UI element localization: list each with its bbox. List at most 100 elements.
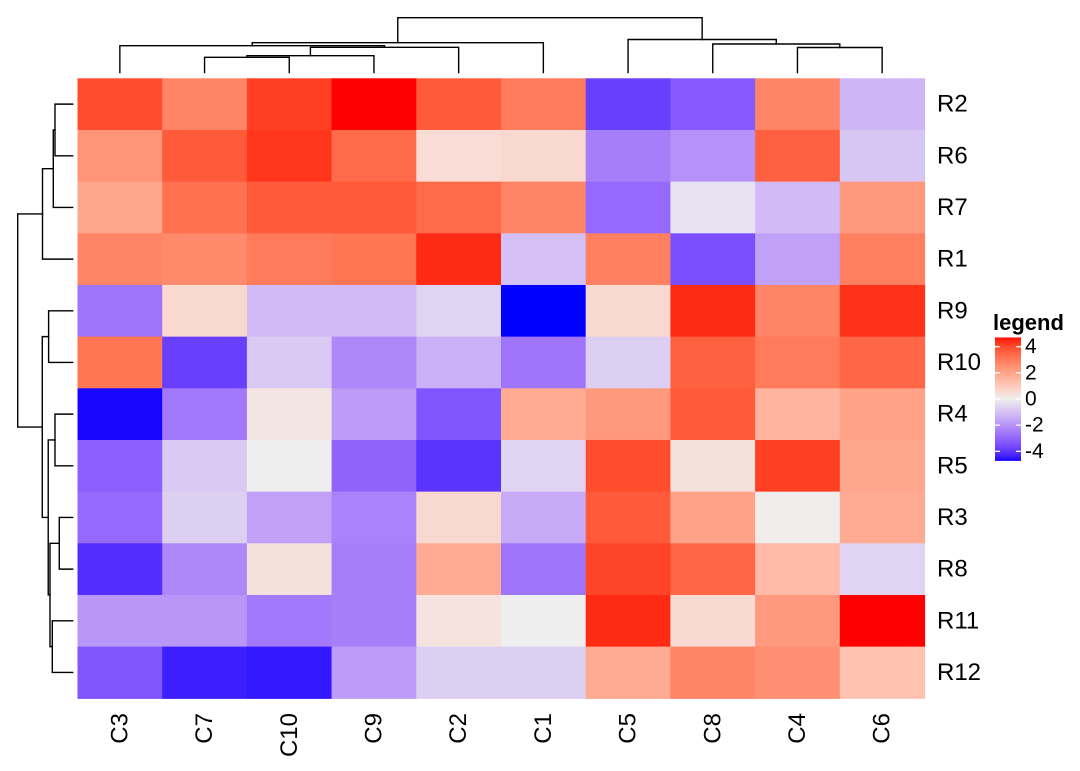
heatmap-cell [77, 284, 163, 338]
legend-gradient-slice [995, 358, 1021, 360]
legend-gradient-slice [995, 446, 1021, 448]
heatmap-cell [755, 543, 841, 596]
legend-tick-label: 2 [1025, 361, 1037, 384]
legend-gradient-slice [995, 371, 1021, 373]
legend-gradient-slice [995, 342, 1021, 344]
legend-gradient-slice [995, 416, 1021, 418]
heatmap-cell [839, 78, 926, 131]
legend-gradient-slice [995, 452, 1021, 454]
row-labels: R2 R6 R7 R1 R9 R10 R4 R5 R3 R8 R11 R12 [937, 91, 981, 686]
column-label: C4 [784, 713, 811, 744]
heatmap-cell [331, 543, 417, 596]
heatmap-cell [755, 78, 841, 131]
legend-gradient-slice [995, 455, 1021, 457]
heatmap-cell [501, 594, 587, 648]
heatmap-cell [162, 336, 248, 389]
heatmap-cell [755, 233, 841, 286]
heatmap-cell [246, 78, 333, 131]
legend-gradient-slice [995, 458, 1021, 460]
heatmap-cell [670, 388, 756, 441]
row-label: R5 [937, 452, 968, 479]
row-label: R3 [937, 504, 968, 531]
heatmap-cell [416, 439, 502, 493]
heatmap-cell [755, 388, 841, 441]
legend-gradient-slice [995, 400, 1021, 402]
heatmap-cell [755, 336, 841, 389]
legend-gradient-slice [995, 360, 1021, 362]
heatmap-cell [331, 129, 417, 183]
heatmap-cell [585, 543, 671, 596]
heatmap-cell [585, 336, 671, 389]
heatmap-cell [162, 233, 248, 286]
row-dendrogram [17, 103, 74, 674]
legend-gradient-slice [995, 456, 1021, 458]
legend-gradient-slice [995, 337, 1021, 339]
heatmap-cell [501, 78, 587, 131]
heatmap-cell [416, 594, 502, 648]
legend-gradient-slice [995, 396, 1021, 398]
legend-gradient-slice [995, 356, 1021, 358]
legend-gradient-slice [995, 389, 1021, 391]
heatmap-cell [501, 336, 587, 389]
heatmap-cell [416, 646, 502, 699]
heatmap-cell [416, 491, 502, 544]
heatmap-cell [77, 129, 163, 183]
legend-gradient-slice [995, 366, 1021, 368]
legend-gradient-slice [995, 442, 1021, 444]
legend-gradient-slice [995, 410, 1021, 412]
heatmap-cell [501, 181, 587, 234]
legend-gradient-slice [995, 365, 1021, 367]
legend-gradient-slice [995, 350, 1021, 352]
heatmap-cell [585, 439, 671, 493]
legend-gradient-slice [995, 390, 1021, 392]
legend-gradient-slice [995, 408, 1021, 410]
column-label: C1 [530, 713, 557, 744]
heatmap-cell [246, 233, 333, 286]
legend-gradient-slice [995, 454, 1021, 456]
legend-gradient-slice [995, 427, 1021, 429]
heatmap-cell [416, 388, 502, 441]
legend-gradient-slice [995, 429, 1021, 431]
heatmap-cell [416, 129, 502, 183]
legend-gradient-slice [995, 344, 1021, 346]
legend-gradient-slice [995, 349, 1021, 351]
legend-gradient-slice [995, 364, 1021, 366]
legend-gradient-slice [995, 376, 1021, 378]
heatmap-cell [670, 439, 756, 493]
heatmap-cell [670, 491, 756, 544]
legend-gradient-slice [995, 397, 1021, 399]
legend-gradient-slice [995, 394, 1021, 396]
column-label: C5 [615, 713, 642, 744]
legend-gradient-slice [995, 444, 1021, 446]
heatmap-cell [839, 646, 926, 699]
heatmap-cell [246, 491, 333, 544]
heatmap-cell [839, 543, 926, 596]
legend-gradient-slice [995, 384, 1021, 386]
heatmap-cell [670, 284, 756, 338]
legend-gradient-slice [995, 421, 1021, 423]
heatmap-cell [585, 388, 671, 441]
legend-gradient-slice [995, 391, 1021, 393]
heatmap-cell [501, 388, 587, 441]
heatmap-cell [246, 594, 333, 648]
legend-tick-label: 4 [1025, 335, 1037, 358]
legend-gradient-slice [995, 398, 1021, 400]
legend-gradient-slice [995, 382, 1021, 384]
heatmap-cell [585, 491, 671, 544]
legend-gradient-slice [995, 385, 1021, 387]
column-labels: C3 C7 C10 C9 C2 C1 C5 C8 C4 C6 [106, 713, 895, 757]
legend-gradient-slice [995, 415, 1021, 417]
column-dendrogram [119, 17, 883, 74]
legend-title: legend [993, 310, 1064, 335]
legend-gradient-slice [995, 354, 1021, 356]
heatmap-cell [416, 233, 502, 286]
legend-gradient-slice [995, 343, 1021, 345]
heatmap-cell [162, 594, 248, 648]
legend-gradient-slice [995, 395, 1021, 397]
column-label: C3 [106, 713, 133, 744]
legend-gradient-slice [995, 362, 1021, 364]
heatmap-cell [585, 284, 671, 338]
legend-gradient-slice [995, 338, 1021, 340]
legend-gradient-slice [995, 426, 1021, 428]
heatmap-cell [246, 439, 333, 493]
